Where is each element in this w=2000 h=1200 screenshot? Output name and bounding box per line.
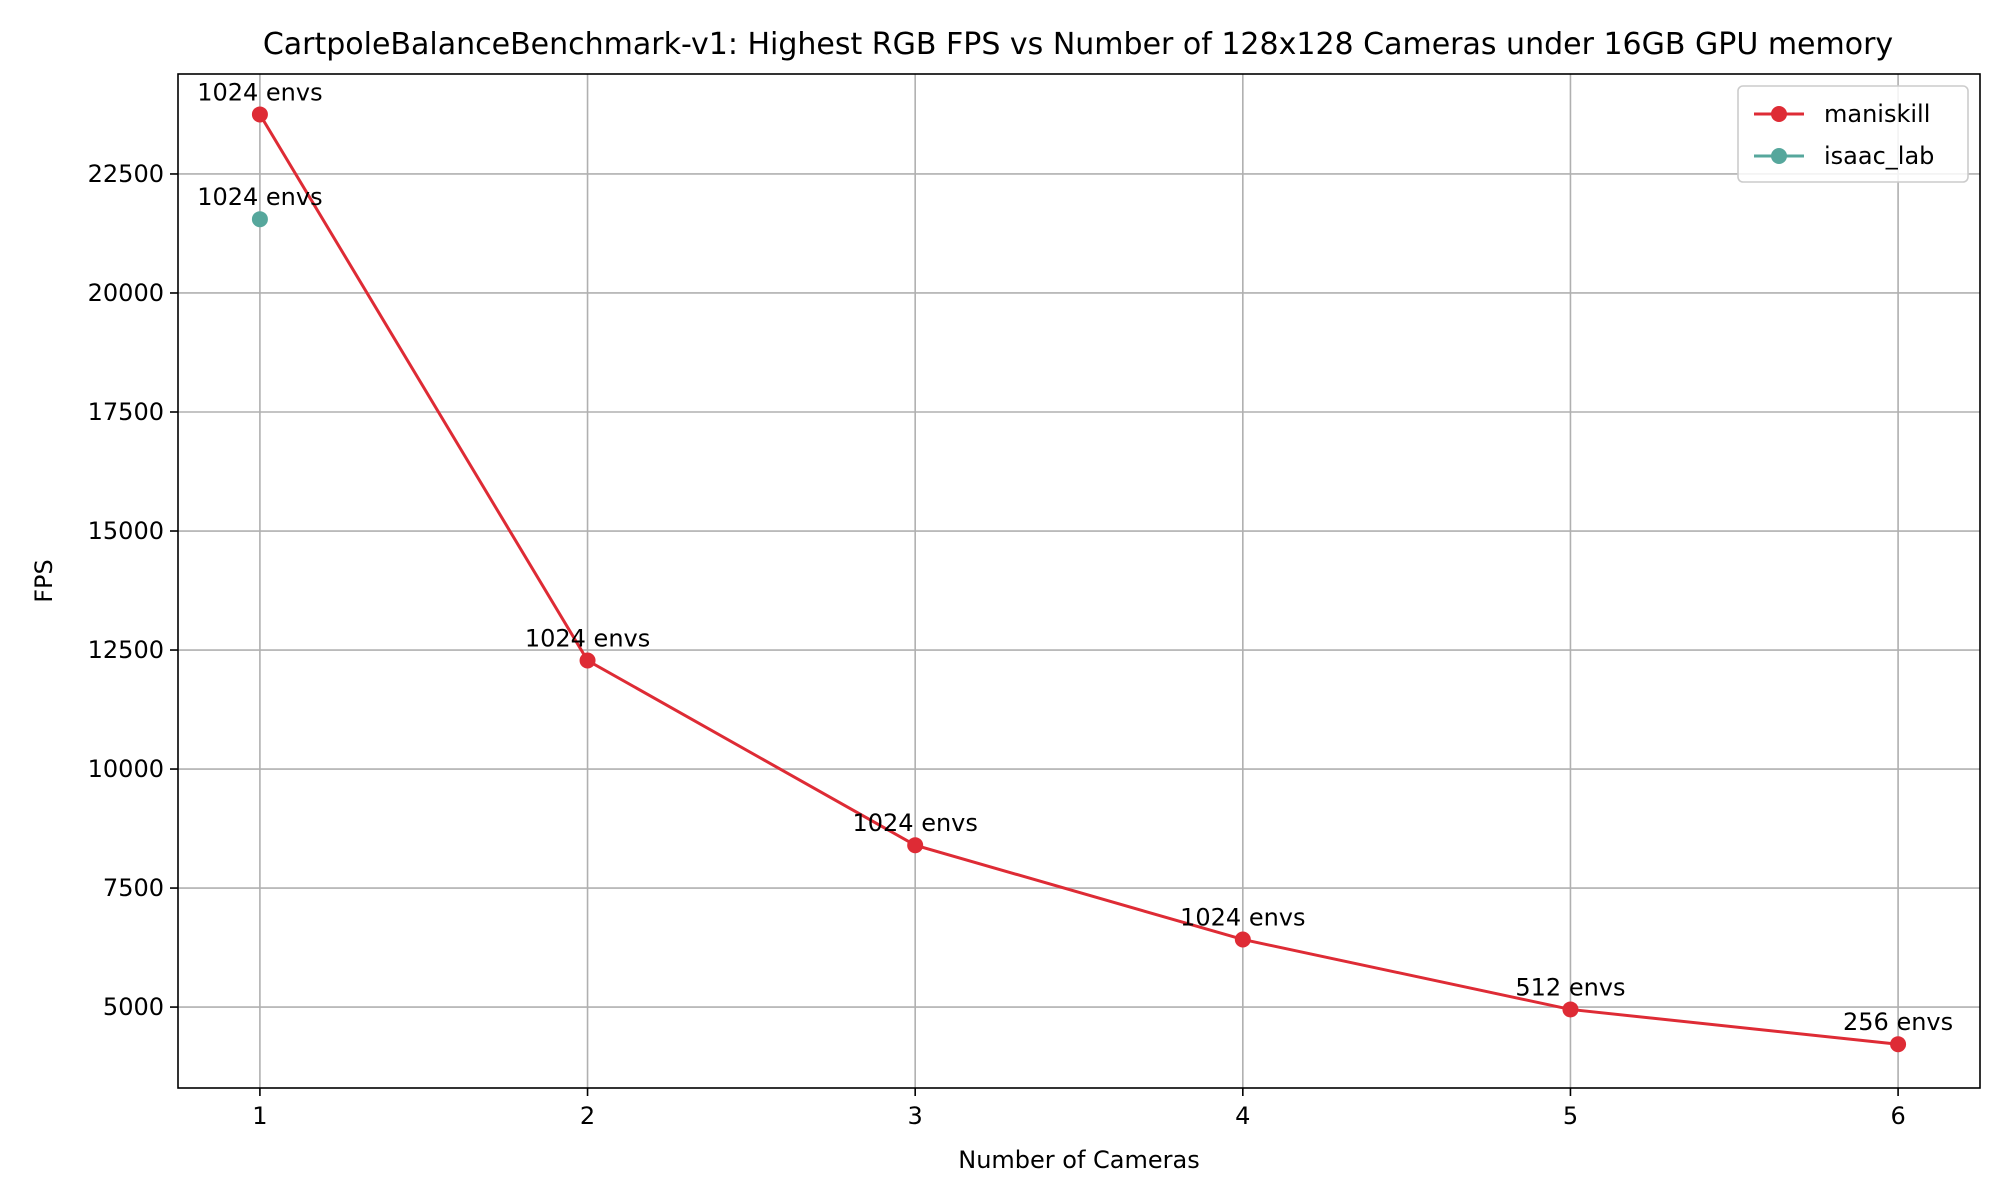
grid [178,74,1980,1088]
y-tick-label: 10000 [88,755,164,783]
plot-frame [177,73,1981,1089]
y-tick-label: 15000 [88,517,164,545]
maniskill-point [579,652,596,669]
maniskill-point-label: 1024 envs [1180,903,1305,931]
maniskill-point-label: 256 envs [1843,1008,1953,1036]
x-tick-label: 1 [252,1102,267,1130]
y-tick-label: 5000 [103,993,164,1021]
x-tick-label: 4 [1235,1102,1250,1130]
legend-box [1737,85,1969,183]
x-tick-label: 6 [1890,1102,1905,1130]
y-tick-label: 12500 [88,636,164,664]
y-tick-label: 20000 [88,279,164,307]
legend: maniskill isaac_lab [1737,85,1969,183]
x-tick-label: 3 [908,1102,923,1130]
maniskill-line [258,113,1899,1046]
y-tick-label: 7500 [103,874,164,902]
maniskill-legend-label: maniskill [1824,100,1930,128]
point-labels: 1024 envs 1024 envs 1024 envs 1024 envs 512 … [197,78,1953,1036]
maniskill-point-label: 1024 envs [852,809,977,837]
maniskill-point [1234,931,1251,948]
axis-ticks: 1 2 3 4 5 6 5000 7500 10000 12500 15000 17500 20000 2… [88,160,1906,1130]
isaac-lab-point-label: 1024 envs [197,183,322,211]
x-tick-label: 5 [1563,1102,1578,1130]
y-tick-label: 17500 [88,398,164,426]
x-tick-label: 2 [580,1102,595,1130]
maniskill-point [251,106,268,123]
y-tick-label: 22500 [88,160,164,188]
maniskill-point-label: 1024 envs [197,78,322,106]
maniskill-legend-marker [1771,106,1787,122]
isaac-lab-legend-marker [1771,148,1787,164]
maniskill-point-label: 1024 envs [525,625,650,653]
maniskill-point [1562,1001,1579,1018]
x-axis-label: Number of Cameras [958,1146,1200,1174]
plot-series [251,106,1907,1053]
maniskill-point-label: 512 envs [1515,973,1625,1001]
y-axis-label: FPS [30,559,58,603]
isaac-lab-point [251,211,268,228]
isaac-lab-legend-label: isaac_lab [1824,142,1934,170]
maniskill-point [1890,1036,1907,1053]
maniskill-point [907,837,924,854]
chart-title: CartpoleBalanceBenchmark-v1: Highest RGB… [263,27,1893,62]
